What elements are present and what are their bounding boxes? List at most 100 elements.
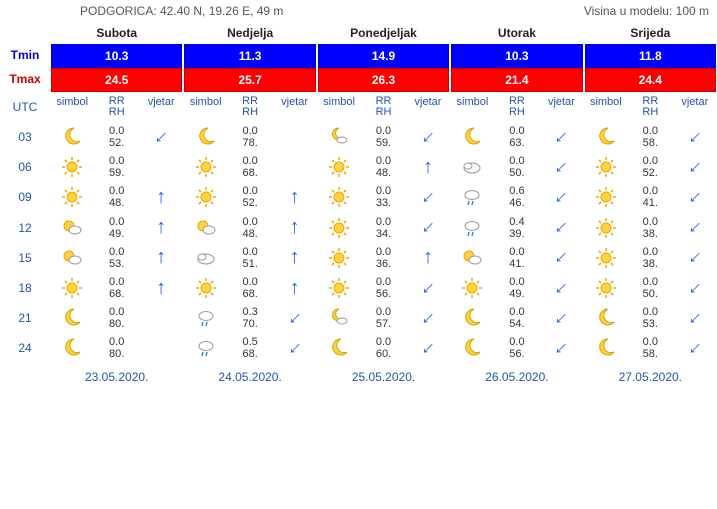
wind-arrow-icon: ↑ (423, 156, 433, 179)
wind-cell: ↑ (406, 337, 450, 360)
rr-rh-values: 0.080. (94, 306, 138, 330)
wind-cell: ↑ (272, 277, 316, 300)
forecast-cell: 0.038. ↑ (584, 216, 717, 240)
col-label-group: simbol RRRH vjetar (317, 96, 450, 118)
wind-arrow-icon: ↑ (683, 125, 706, 148)
rr-rh-values: 0.068. (228, 276, 272, 300)
weather-icon (50, 125, 94, 149)
weather-icon (317, 306, 361, 330)
weather-icon (50, 336, 94, 360)
weather-icon (584, 246, 628, 270)
wind-arrow-icon: ↑ (156, 186, 166, 209)
rr-rh-values: 0.646. (495, 185, 539, 209)
forecast-cell: 0.068. ↑ (50, 276, 183, 300)
wind-arrow-icon: ↑ (550, 246, 573, 269)
wind-arrow-icon: ↑ (416, 186, 439, 209)
forecast-cell: 0.052. ↑ (584, 155, 717, 179)
forecast-cell: 0.059. ↑ (317, 125, 450, 149)
wind-cell: ↑ (406, 246, 450, 269)
rr-rh-values: 0.048. (228, 216, 272, 240)
wind-cell: ↑ (406, 307, 450, 330)
tmin-value: 10.3 (51, 44, 182, 68)
vjetar-label: vjetar (673, 96, 717, 118)
rr-rh-values: 0.033. (361, 185, 405, 209)
wind-arrow-icon: ↑ (416, 125, 439, 148)
forecast-cell: 0.646. ↑ (450, 185, 583, 209)
rrrh-label: RRRH (94, 96, 138, 118)
tmax-value: 21.4 (451, 68, 582, 92)
wind-cell: ↑ (406, 186, 450, 209)
wind-cell: ↑ (139, 126, 183, 149)
table-row: 18 0.068. ↑ 0.068. ↑ 0.056. ↑ 0.049. ↑ 0… (0, 273, 717, 303)
wind-arrow-icon: ↑ (683, 246, 706, 269)
rr-rh-values: 0.063. (495, 125, 539, 149)
weather-icon (183, 306, 227, 330)
rr-rh-values: 0.052. (628, 155, 672, 179)
weather-icon (450, 246, 494, 270)
wind-cell: ↑ (406, 126, 450, 149)
weather-icon (584, 216, 628, 240)
tmax-value: 24.4 (585, 68, 716, 92)
simbol-label: simbol (50, 96, 94, 118)
forecast-cell: 0.049. ↑ (50, 216, 183, 240)
wind-arrow-icon: ↑ (550, 216, 573, 239)
rr-rh-values: 0.078. (228, 125, 272, 149)
wind-cell: ↑ (406, 277, 450, 300)
wind-arrow-icon: ↑ (290, 246, 300, 269)
day-name: Ponedjeljak (317, 22, 450, 44)
rr-rh-values: 0.439. (495, 216, 539, 240)
rr-rh-values: 0.060. (361, 336, 405, 360)
col-label-group: simbol RRRH vjetar (183, 96, 316, 118)
rr-rh-values: 0.059. (94, 155, 138, 179)
wind-cell: ↑ (272, 337, 316, 360)
rrrh-label: RRRH (228, 96, 272, 118)
tmin-value: 10.3 (451, 44, 582, 68)
wind-arrow-icon: ↑ (550, 307, 573, 330)
data-grid: 03 0.052. ↑ 0.078. 0.059. ↑ 0.063. ↑ 0.0… (0, 122, 717, 364)
forecast-cell: 0.078. (183, 125, 316, 149)
tmax-value: 26.3 (318, 68, 449, 92)
date-label: 26.05.2020. (450, 370, 583, 384)
rr-rh-values: 0.370. (228, 306, 272, 330)
rrrh-label: RRRH (361, 96, 405, 118)
hour-label: 12 (0, 221, 50, 235)
wind-arrow-icon: ↑ (683, 156, 706, 179)
wind-arrow-icon: ↑ (156, 246, 166, 269)
forecast-cell: 0.060. ↑ (317, 336, 450, 360)
wind-cell: ↑ (406, 216, 450, 239)
vjetar-label: vjetar (406, 96, 450, 118)
wind-arrow-icon: ↑ (683, 337, 706, 360)
spacer (0, 22, 50, 44)
col-label-group: simbol RRRH vjetar (50, 96, 183, 118)
wind-arrow-icon: ↑ (550, 156, 573, 179)
rr-rh-values: 0.052. (94, 125, 138, 149)
rr-rh-values: 0.068. (94, 276, 138, 300)
wind-arrow-icon: ↑ (550, 276, 573, 299)
forecast-cell: 0.050. ↑ (450, 155, 583, 179)
hour-label: 06 (0, 160, 50, 174)
weather-icon (450, 125, 494, 149)
forecast-cell: 0.033. ↑ (317, 185, 450, 209)
wind-cell: ↑ (272, 246, 316, 269)
weather-icon (183, 276, 227, 300)
weather-icon (317, 155, 361, 179)
wind-cell: ↑ (539, 337, 583, 360)
weather-icon (50, 185, 94, 209)
weather-icon (584, 336, 628, 360)
rr-rh-values: 0.048. (361, 155, 405, 179)
rr-rh-values: 0.080. (94, 336, 138, 360)
wind-arrow-icon: ↑ (683, 216, 706, 239)
rr-rh-values: 0.052. (228, 185, 272, 209)
forecast-cell: 0.057. ↑ (317, 306, 450, 330)
rrrh-label: RRRH (628, 96, 672, 118)
forecast-cell: 0.056. ↑ (450, 336, 583, 360)
weather-icon (584, 185, 628, 209)
model-height-text: Visina u modelu: 100 m (584, 4, 709, 18)
hour-label: 21 (0, 311, 50, 325)
wind-arrow-icon: ↑ (550, 125, 573, 148)
forecast-cell: 0.053. ↑ (50, 246, 183, 270)
forecast-cell: 0.048. ↑ (183, 216, 316, 240)
wind-cell: ↑ (539, 246, 583, 269)
tmin-value: 11.3 (184, 44, 315, 68)
wind-cell: ↑ (673, 186, 717, 209)
